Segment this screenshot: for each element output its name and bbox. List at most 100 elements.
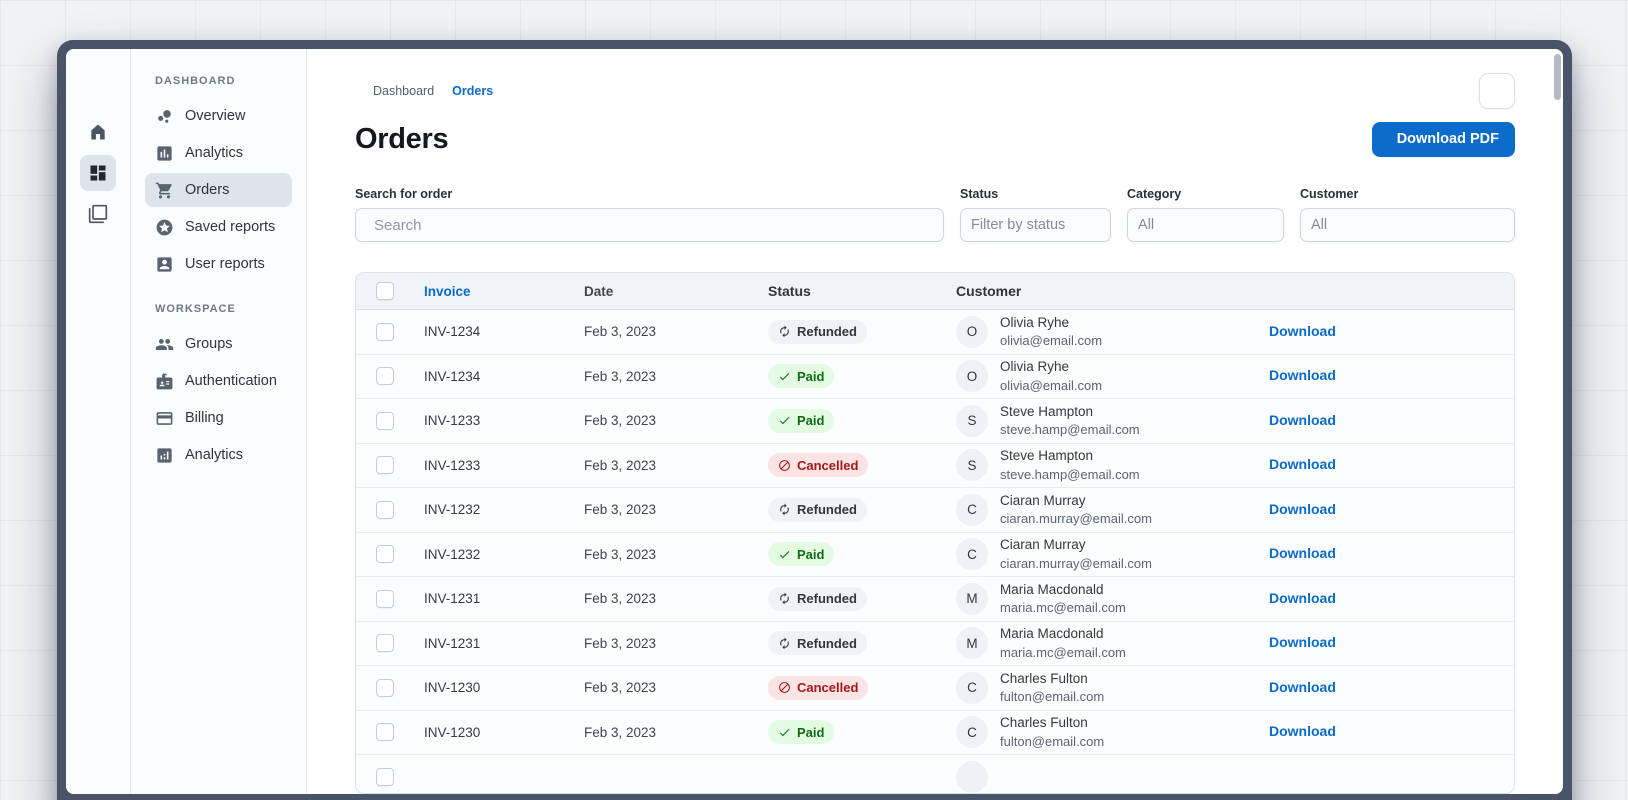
sidebar-item-analytics[interactable]: Analytics	[145, 438, 292, 472]
table-row: INV-1232 Feb 3, 2023 Paid C Ciaran Murra…	[356, 532, 1514, 577]
app-window-content: DASHBOARD Overview Analytics Orders Saved re…	[66, 49, 1563, 794]
header-checkbox-cell	[356, 282, 404, 300]
row-menu-button[interactable]	[1354, 588, 1376, 610]
sidebar-item-user-reports[interactable]: User reports	[145, 247, 292, 281]
row-checkbox[interactable]	[376, 500, 394, 519]
sidebar-item-label: Analytics	[185, 447, 244, 463]
breadcrumb: Dashboard Orders	[355, 84, 493, 98]
invoice-cell: INV-1233	[424, 413, 481, 429]
window-scrollbar[interactable]	[1554, 54, 1561, 100]
sidebar-item-authentication[interactable]: Authentication	[145, 364, 292, 398]
customer-name: Ciaran Murray	[1000, 492, 1086, 508]
sidebar-item-overview[interactable]: Overview	[145, 99, 292, 133]
dashboard-button[interactable]	[80, 155, 116, 191]
customer-name: Charles Fulton	[1000, 670, 1088, 686]
status-badge: Refunded	[768, 319, 867, 344]
refresh-icon	[778, 503, 791, 516]
sidebar: DASHBOARD Overview Analytics Orders Saved re…	[131, 49, 307, 794]
row-checkbox[interactable]	[376, 634, 394, 653]
download-link[interactable]: Download	[1269, 589, 1336, 606]
row-menu-button[interactable]	[1354, 321, 1376, 343]
search-input[interactable]	[374, 216, 933, 234]
row-checkbox[interactable]	[376, 367, 394, 386]
download-link[interactable]: Download	[1269, 678, 1336, 695]
row-checkbox[interactable]	[376, 767, 394, 786]
mui-logo-icon	[83, 67, 113, 94]
row-checkbox[interactable]	[376, 589, 394, 608]
row-menu-button[interactable]	[1354, 677, 1376, 699]
table-row: INV-1230 Feb 3, 2023 Paid C Charles Fult…	[356, 710, 1514, 755]
breadcrumb-orders[interactable]: Orders	[452, 84, 494, 98]
refresh-icon	[778, 325, 791, 338]
customer-cell	[940, 760, 1249, 793]
download-link[interactable]: Download	[1269, 634, 1336, 651]
row-menu-button[interactable]	[1354, 543, 1376, 565]
row-checkbox[interactable]	[376, 678, 394, 697]
table-row: INV-1234 Feb 3, 2023 Refunded O Olivia R…	[356, 310, 1514, 355]
download-link[interactable]: Download	[1269, 411, 1336, 428]
sidebar-item-label: Saved reports	[185, 219, 276, 235]
download-link[interactable]: Download	[1269, 545, 1336, 562]
customer-name: Maria Macdonald	[1000, 626, 1104, 642]
sidebar-item-billing[interactable]: Billing	[145, 401, 292, 435]
status-cell: Paid	[748, 364, 940, 389]
select-all-checkbox[interactable]	[376, 282, 394, 300]
customer-filter: Customer All	[1300, 187, 1515, 242]
date-cell: Feb 3, 2023	[584, 591, 657, 607]
status-badge: Paid	[768, 408, 835, 433]
row-menu-button[interactable]	[1354, 499, 1376, 521]
row-checkbox[interactable]	[376, 322, 394, 341]
people-icon	[155, 335, 174, 354]
sidebar-item-groups[interactable]: Groups	[145, 327, 292, 361]
refresh-icon	[778, 592, 791, 605]
row-menu-button[interactable]	[1354, 410, 1376, 432]
date-cell: Feb 3, 2023	[584, 680, 657, 696]
row-checkbox[interactable]	[376, 456, 394, 475]
stacked-windows-button[interactable]	[80, 196, 116, 232]
download-pdf-button[interactable]: Download PDF	[1371, 121, 1515, 157]
invoice-cell: INV-1231	[424, 635, 481, 651]
person-card-icon	[155, 255, 174, 274]
status-label: Status	[960, 187, 999, 201]
row-menu-button[interactable]	[1354, 721, 1376, 743]
status-cell: Cancelled	[748, 675, 940, 700]
row-menu-button[interactable]	[1354, 632, 1376, 654]
date-cell: Feb 3, 2023	[584, 635, 657, 651]
row-checkbox[interactable]	[376, 545, 394, 564]
theme-toggle-button[interactable]	[1479, 73, 1515, 109]
customer-cell: M Maria Macdonald maria.mc@email.com	[940, 581, 1249, 617]
download-link[interactable]: Download	[1269, 723, 1336, 740]
column-header-invoice[interactable]: Invoice	[424, 283, 471, 299]
status-cell: Refunded	[748, 319, 940, 344]
dashboard-icon	[88, 163, 108, 183]
search-filter: Search for order	[355, 187, 944, 242]
check-icon	[778, 370, 791, 383]
customer-name: Olivia Ryhe	[1000, 314, 1070, 330]
table-row: INV-1233 Feb 3, 2023 Paid S Steve Hampto…	[356, 399, 1514, 444]
customer-name: Olivia Ryhe	[1000, 359, 1070, 375]
row-checkbox[interactable]	[376, 723, 394, 742]
sidebar-item-orders[interactable]: Orders	[145, 173, 292, 207]
page-title: Orders	[355, 122, 449, 155]
sidebar-item-label: Groups	[185, 336, 233, 352]
category-select[interactable]: All	[1127, 208, 1284, 242]
sidebar-item-analytics[interactable]: Analytics	[145, 136, 292, 170]
status-cell: Cancelled	[748, 453, 940, 478]
status-select[interactable]: Filter by status	[960, 208, 1111, 242]
customer-name: Steve Hampton	[1000, 448, 1094, 464]
home-button[interactable]	[80, 114, 116, 150]
row-menu-button[interactable]	[1354, 454, 1376, 476]
status-cell: Paid	[748, 720, 940, 745]
customer-select[interactable]: All	[1300, 208, 1515, 242]
avatar: S	[956, 449, 988, 482]
sidebar-item-saved-reports[interactable]: Saved reports	[145, 210, 292, 244]
download-link[interactable]: Download	[1269, 500, 1336, 517]
row-checkbox[interactable]	[376, 411, 394, 430]
breadcrumb-dashboard[interactable]: Dashboard	[373, 84, 435, 98]
date-cell: Feb 3, 2023	[584, 324, 657, 340]
customer-email: ciaran.murray@email.com	[1000, 555, 1152, 571]
row-menu-button[interactable]	[1354, 365, 1376, 387]
download-link[interactable]: Download	[1269, 456, 1336, 473]
download-link[interactable]: Download	[1269, 367, 1336, 384]
download-link[interactable]: Download	[1269, 322, 1336, 339]
